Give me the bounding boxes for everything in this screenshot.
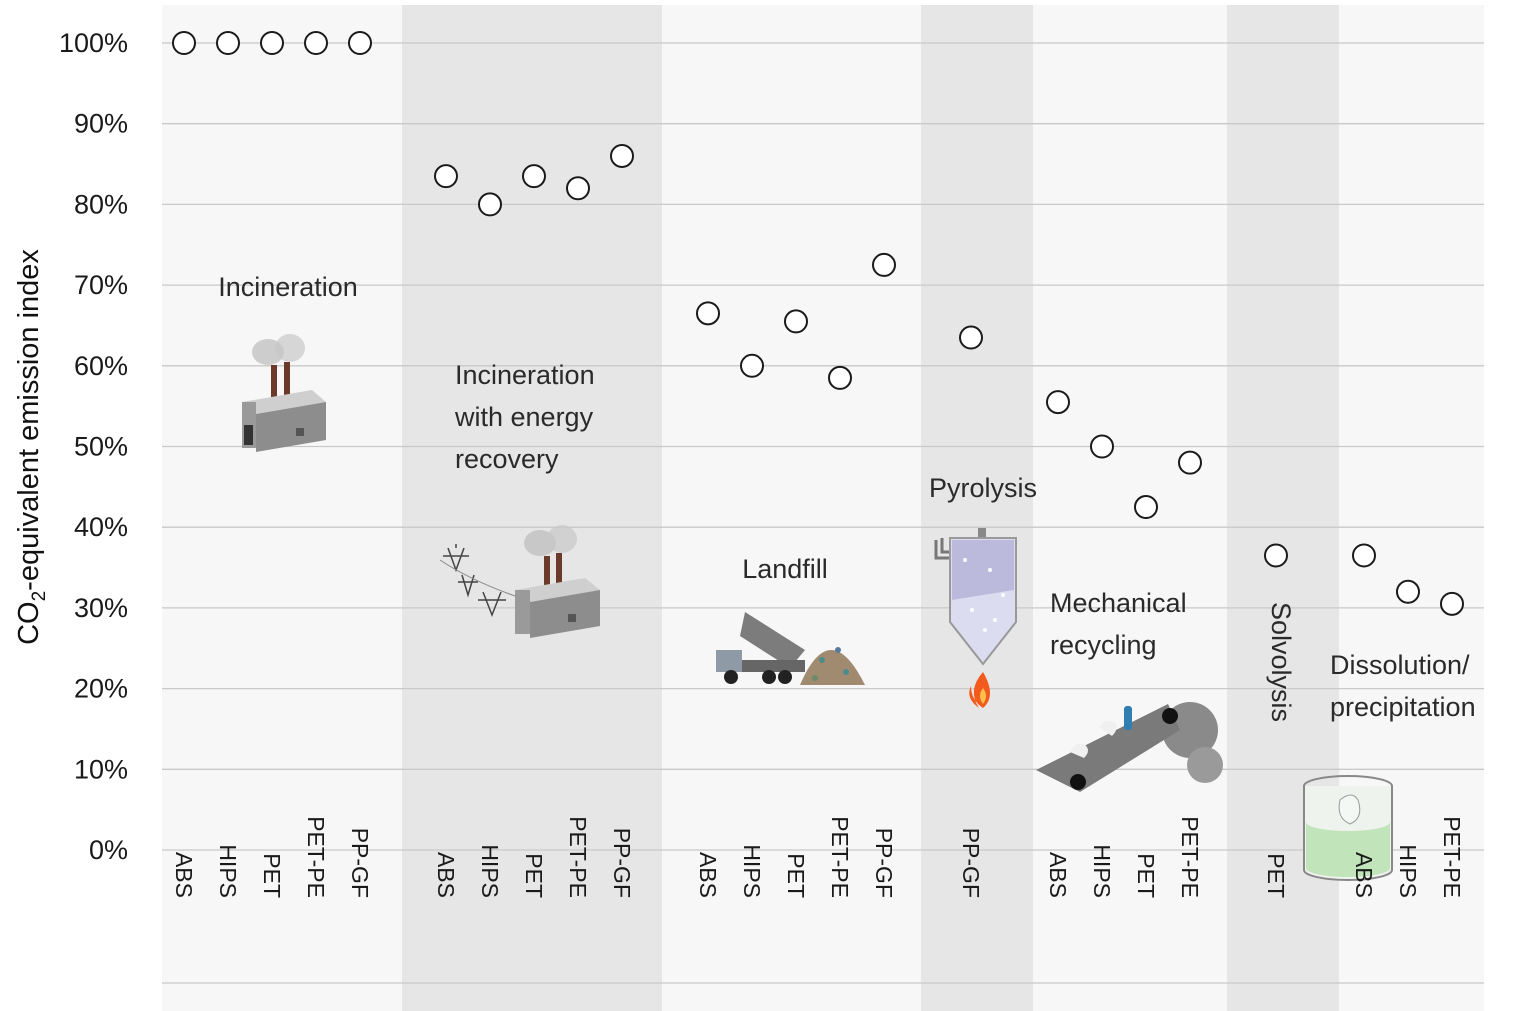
data-point (959, 325, 983, 350)
y-tick-label: 100% (59, 28, 128, 58)
category-tick-label: HIPS (215, 844, 241, 898)
gridlines (162, 42, 1484, 984)
conveyor-belt-icon (1036, 702, 1223, 792)
y-tick-label: 20% (74, 674, 128, 704)
category-tick-label: PP-GF (871, 828, 897, 898)
data-point (1046, 390, 1070, 415)
factory-icon (242, 334, 326, 452)
data-point (304, 31, 328, 55)
group-band (1033, 5, 1227, 1011)
data-point (1396, 579, 1420, 604)
y-tick-label: 10% (74, 754, 128, 784)
category-tick-label: PET-PE (827, 816, 853, 898)
category-tick-label: ABS (171, 852, 197, 898)
group-band (662, 5, 921, 1011)
category-tick-label: PET (521, 853, 547, 898)
data-point (1352, 543, 1376, 568)
group-band (921, 5, 1033, 1011)
power-plant-icon (439, 525, 600, 638)
y-tick-label: 40% (74, 512, 128, 542)
group-label-mechanical-line1: Mechanical (1050, 588, 1187, 618)
data-point (1090, 434, 1114, 459)
category-tick-label: PET-PE (1177, 816, 1203, 898)
category-tick-label: ABS (1351, 852, 1377, 898)
y-tick-labels: 100% 90% 80% 70% 60% 50% 40% 30% 20% 10% 0% (59, 28, 128, 865)
data-point (1264, 543, 1288, 568)
group-label-energy-recovery-line3: recovery (455, 444, 559, 474)
y-tick-label: 60% (74, 351, 128, 381)
group-band (162, 5, 402, 1011)
category-tick-label: HIPS (477, 844, 503, 898)
data-point (522, 164, 546, 189)
category-tick-label: PET (783, 853, 809, 898)
category-tick-label: HIPS (739, 844, 765, 898)
category-labels: ABS HIPS PET PET-PE PP-GF ABS HIPS PET PET-PE PP-… (171, 816, 1465, 898)
data-point (696, 301, 720, 326)
data-point (784, 309, 808, 334)
group-label-incineration: Incineration (218, 272, 358, 302)
data-point (740, 353, 764, 378)
category-tick-label: PET-PE (1439, 816, 1465, 898)
category-tick-label: ABS (695, 852, 721, 898)
category-tick-label: ABS (1045, 852, 1071, 898)
category-tick-label: HIPS (1089, 844, 1115, 898)
y-tick-label: 80% (74, 189, 128, 219)
y-tick-label: 70% (74, 270, 128, 300)
y-tick-label: 30% (74, 593, 128, 623)
data-point (216, 31, 240, 55)
data-point (1178, 450, 1202, 475)
data-point (1134, 495, 1158, 520)
group-label-dissolution-line1: Dissolution/ (1330, 650, 1470, 680)
group-label-dissolution-line2: precipitation (1330, 692, 1476, 722)
category-tick-label: HIPS (1395, 844, 1421, 898)
data-point (828, 365, 852, 390)
beaker-icon (1303, 775, 1393, 881)
data-point (260, 31, 284, 55)
group-label-landfill: Landfill (742, 554, 828, 584)
group-label-solvolysis: Solvolysis (1266, 602, 1296, 722)
pyrolysis-reactor-icon (934, 528, 1017, 708)
data-point (434, 164, 458, 189)
group-bands (162, 5, 1484, 1011)
group-label-energy-recovery-line1: Incineration (455, 360, 595, 390)
category-tick-label: PP-GF (347, 828, 373, 898)
y-tick-label: 50% (74, 432, 128, 462)
dump-truck-icon (716, 612, 865, 685)
data-point (348, 31, 372, 55)
data-point (872, 252, 896, 277)
y-tick-label: 90% (74, 109, 128, 139)
data-points (172, 31, 1464, 616)
category-tick-label: PET (1133, 853, 1159, 898)
category-tick-label: PP-GF (958, 828, 984, 898)
group-label-mechanical-line2: recycling (1050, 630, 1157, 660)
data-point (478, 192, 502, 217)
data-point (1440, 591, 1464, 616)
data-point (172, 31, 196, 55)
group-label-energy-recovery-line2: with energy (454, 402, 594, 432)
data-point (610, 143, 634, 168)
category-tick-label: ABS (433, 852, 459, 898)
category-tick-label: PET (1263, 853, 1289, 898)
group-label-pyrolysis: Pyrolysis (929, 473, 1037, 503)
category-tick-label: PET (259, 853, 285, 898)
category-tick-label: PP-GF (609, 828, 635, 898)
y-axis-label: CO2-equivalent emission index (13, 249, 50, 645)
data-point (566, 176, 590, 201)
y-tick-label: 0% (89, 835, 128, 865)
category-tick-label: PET-PE (303, 816, 329, 898)
category-tick-label: PET-PE (565, 816, 591, 898)
